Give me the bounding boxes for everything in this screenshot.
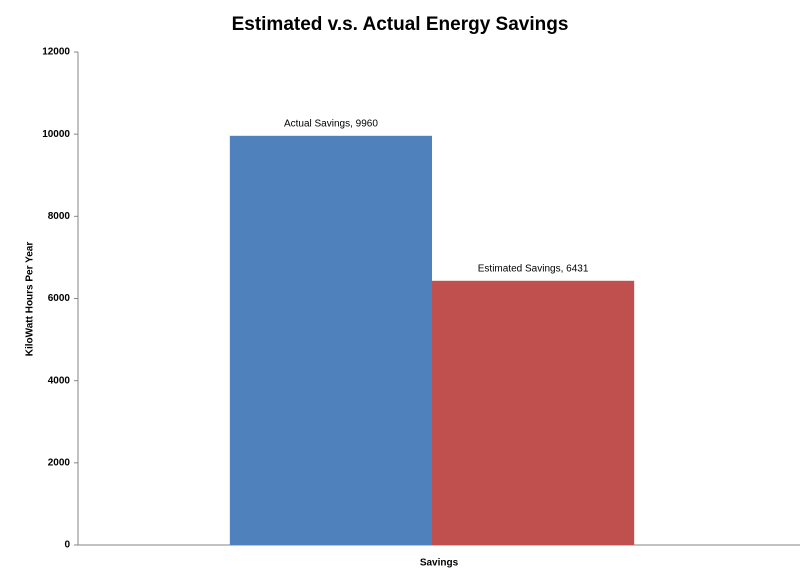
data-label: Actual Savings, 9960 (284, 118, 378, 129)
y-tick-label: 6000 (48, 293, 71, 304)
y-tick-label: 12000 (42, 47, 70, 58)
chart-title: Estimated v.s. Actual Energy Savings (232, 14, 569, 35)
bar (432, 280, 635, 545)
y-tick-label: 0 (64, 540, 70, 551)
data-label: Estimated Savings, 6431 (478, 263, 589, 274)
y-axis-label: KiloWatt Hours Per Year (25, 242, 36, 357)
y-tick-label: 4000 (48, 375, 71, 386)
bar (229, 135, 432, 545)
x-tick-label: Savings (420, 558, 459, 569)
y-tick-label: 10000 (42, 129, 70, 140)
y-tick-label: 2000 (48, 457, 71, 468)
y-tick-label: 8000 (48, 211, 71, 222)
